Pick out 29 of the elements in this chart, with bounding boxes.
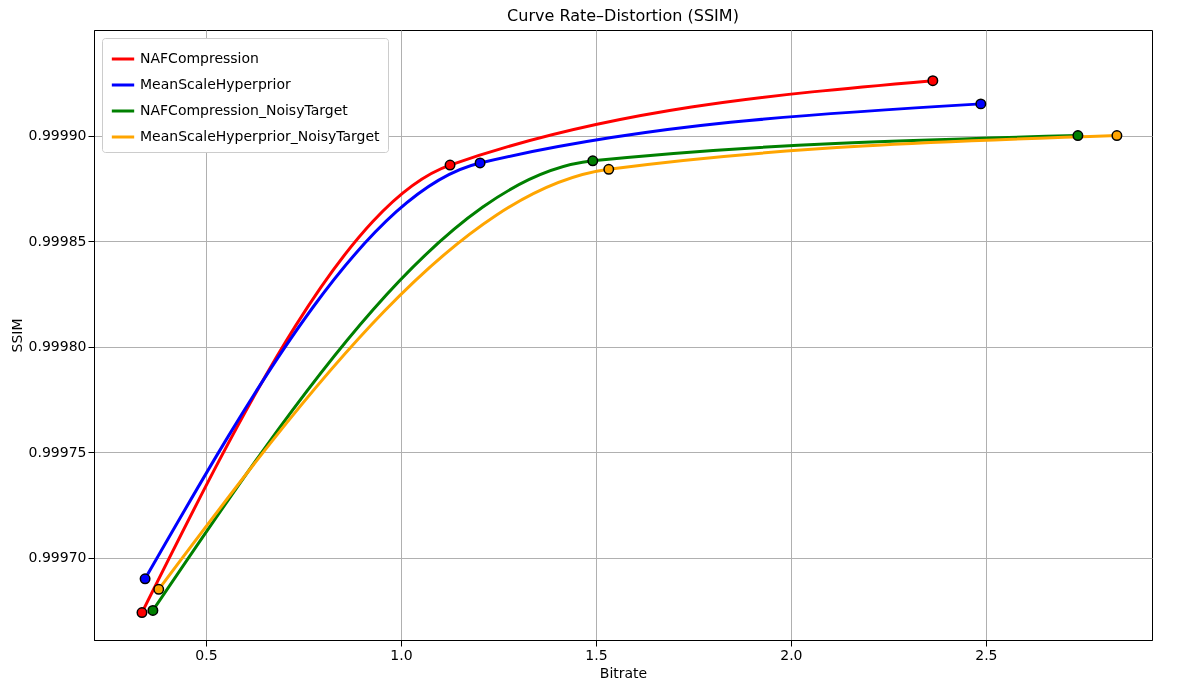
point — [474, 157, 486, 169]
legend-label: NAFCompression_NoisyTarget — [140, 102, 349, 118]
point — [1111, 130, 1123, 142]
point — [975, 98, 987, 110]
y-tick-label: 0.99970 — [28, 549, 87, 566]
point — [444, 159, 456, 171]
point — [136, 607, 148, 619]
y-tick-label: 0.99990 — [28, 127, 87, 144]
y-axis-title: SSIM — [8, 318, 25, 353]
legend-label: MeanScaleHyperprior — [140, 76, 291, 92]
chart-title: Curve Rate–Distortion (SSIM) — [507, 6, 739, 25]
point — [587, 155, 599, 167]
x-tick-label: 1.0 — [390, 646, 413, 663]
x-tick-label: 2.5 — [975, 646, 998, 663]
legend-label: MeanScaleHyperprior_NoisyTarget — [140, 128, 381, 144]
point — [1072, 130, 1084, 142]
y-tick-label: 0.99985 — [28, 232, 87, 249]
point — [603, 163, 615, 175]
point — [147, 604, 159, 616]
legend-label: NAFCompression — [140, 50, 259, 66]
y-tick-label: 0.99975 — [28, 443, 87, 460]
point — [153, 583, 165, 595]
y-tick-label: 0.99980 — [28, 338, 87, 355]
x-axis-title: Bitrate — [599, 664, 648, 681]
x-tick-label: 1.5 — [585, 646, 608, 663]
point — [139, 573, 151, 585]
point — [927, 75, 939, 87]
x-tick-label: 0.5 — [195, 646, 218, 663]
x-tick-label: 2.0 — [780, 646, 803, 663]
